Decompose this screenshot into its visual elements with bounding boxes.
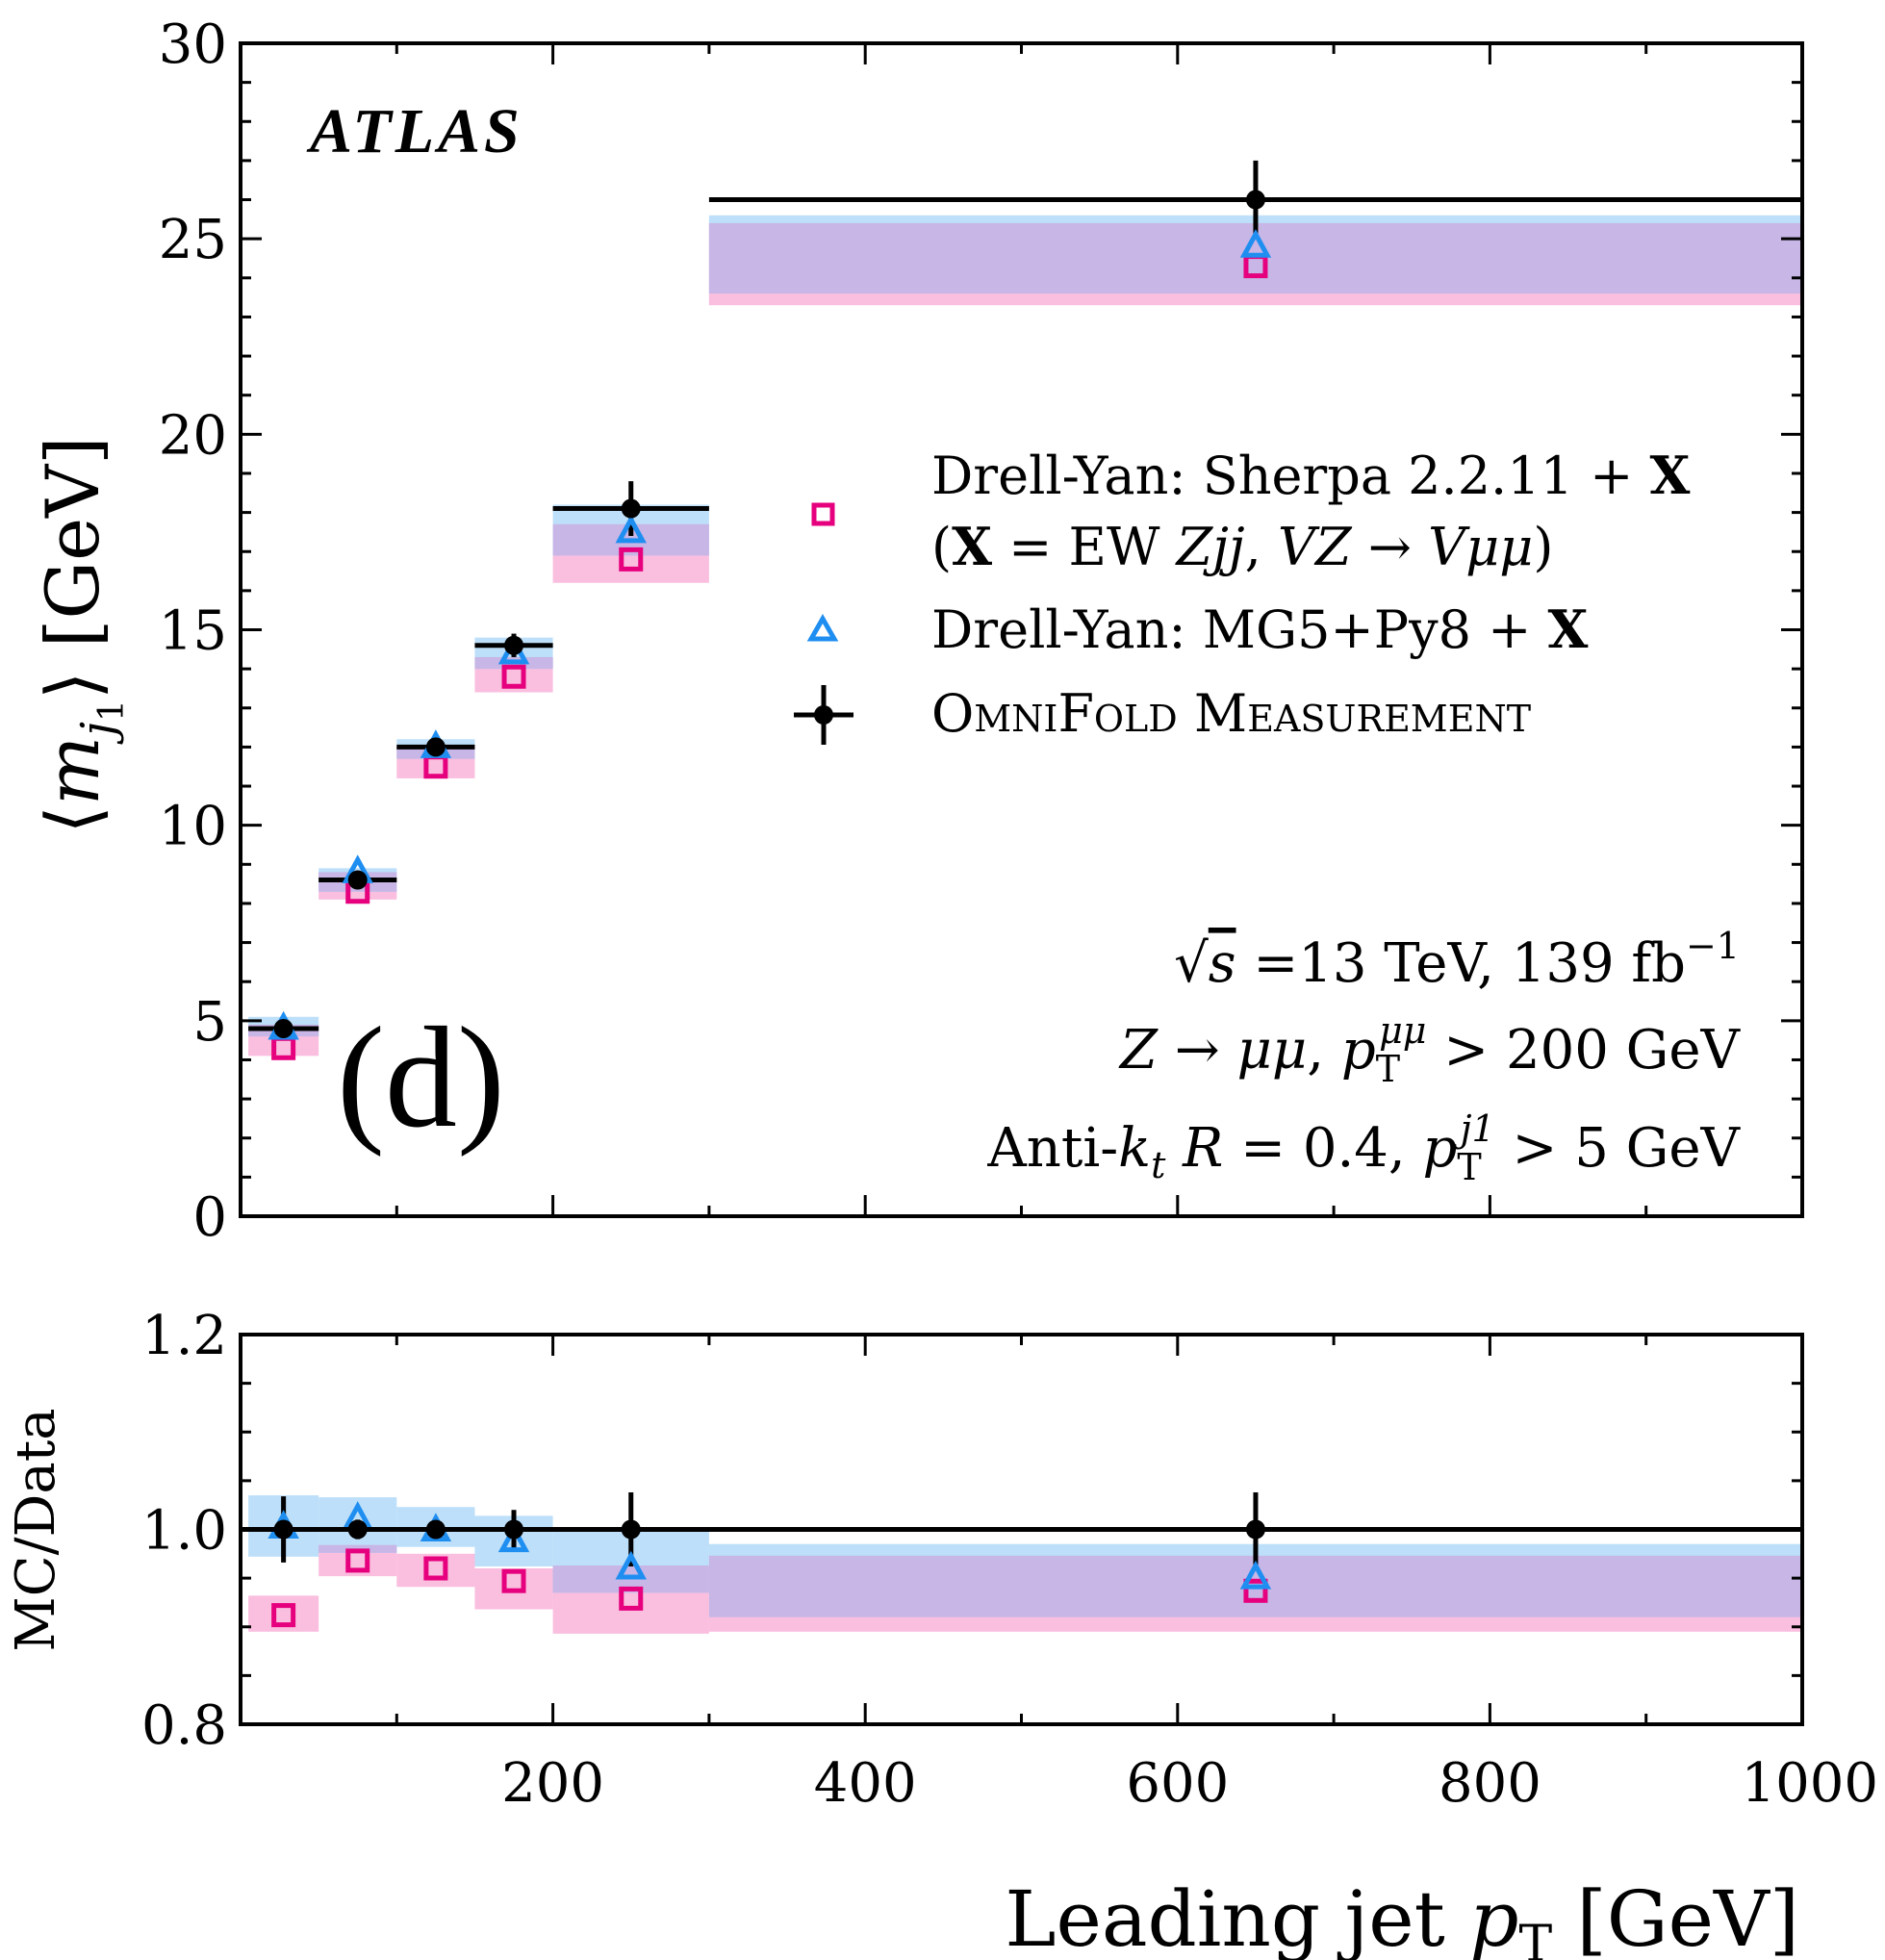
legend-entry-sherpa: Drell-Yan: Sherpa 2.2.11 + X bbox=[931, 445, 1691, 506]
main-y-tick-label: 30 bbox=[159, 13, 227, 76]
main-plot-frame bbox=[239, 41, 1804, 1218]
ratio-sherpa-point-1 bbox=[345, 1548, 370, 1573]
main-measurement-point-2 bbox=[425, 737, 446, 757]
main-y-tick-labels: 0 5 10 15 20 25 30 bbox=[159, 13, 227, 1249]
main-sherpa-point-3 bbox=[501, 664, 526, 689]
main-mg5-point-5 bbox=[1239, 229, 1272, 258]
ratio-sherpa-point-4 bbox=[619, 1586, 644, 1611]
main-y-tick-label: 15 bbox=[159, 600, 227, 663]
legend-entry-omnifold: OmniFold Measurement bbox=[931, 683, 1531, 744]
ratio-y-tick-label: 1.2 bbox=[141, 1305, 227, 1367]
main-data-layer bbox=[248, 160, 1802, 1060]
ratio-sherpa-point-5 bbox=[1243, 1578, 1268, 1603]
ratio-sherpa-point-3 bbox=[501, 1568, 526, 1593]
legend: Drell-Yan: Sherpa 2.2.11 + X (X = EW Zjj… bbox=[794, 445, 1691, 745]
main-y-tick-label: 5 bbox=[192, 991, 227, 1054]
legend-entry-sherpa-line2: (X = EW Zjj, VZ → Vμμ) bbox=[931, 516, 1553, 577]
annotation-energy-lumi: √s =13 TeV, 139 fb−1 bbox=[1174, 925, 1740, 995]
x-tick-labels: 200 400 600 800 1000 bbox=[501, 1752, 1878, 1815]
main-y-tick-label: 20 bbox=[159, 404, 227, 467]
legend-circle-marker bbox=[814, 705, 833, 725]
x-axis-label: Leading jet pT [GeV] bbox=[1005, 1874, 1799, 1960]
ratio-y-tick-label: 0.8 bbox=[141, 1694, 227, 1757]
main-measurement-point-3 bbox=[504, 635, 524, 655]
ratio-y-tick-labels: 0.8 1.0 1.2 bbox=[141, 1305, 227, 1757]
main-y-tick-label: 10 bbox=[159, 796, 227, 858]
main-measurement-point-1 bbox=[347, 870, 368, 890]
panel-label: (d) bbox=[337, 998, 505, 1158]
ratio-y-axis-label: MC/Data bbox=[5, 1408, 67, 1651]
x-tick-label: 400 bbox=[814, 1752, 917, 1815]
ratio-mg5-point-5 bbox=[1239, 1560, 1272, 1590]
annotation-selection: Z → μμ, pTμμ > 200 GeV bbox=[1118, 1009, 1742, 1090]
annotations: √s =13 TeV, 139 fb−1 Z → μμ, pTμμ > 200 … bbox=[986, 925, 1741, 1188]
main-mg5-point-4 bbox=[615, 514, 647, 544]
legend-entry-mg5: Drell-Yan: MG5+Py8 + X bbox=[931, 598, 1589, 660]
ratio-mg5-point-3 bbox=[497, 1523, 530, 1553]
ratio-sherpa-point-0 bbox=[271, 1603, 296, 1628]
ratio-mg5-point-4 bbox=[615, 1550, 647, 1580]
atlas-label: ATLAS bbox=[306, 96, 523, 166]
x-tick-label: 600 bbox=[1126, 1752, 1229, 1815]
main-measurement-point-0 bbox=[273, 1018, 293, 1038]
ratio-bands-layer bbox=[248, 1495, 1802, 1634]
main-y-axis-label: ⟨mj1⟩ [GeV] bbox=[30, 436, 132, 833]
main-sherpa-point-4 bbox=[619, 547, 644, 572]
ratio-data-layer bbox=[241, 1492, 1802, 1628]
x-tick-label: 1000 bbox=[1741, 1752, 1878, 1815]
main-y-tick-label: 0 bbox=[192, 1186, 227, 1249]
x-tick-label: 200 bbox=[501, 1752, 604, 1815]
legend-square-marker bbox=[811, 502, 835, 526]
main-measurement-point-4 bbox=[621, 498, 641, 519]
ratio-y-tick-label: 1.0 bbox=[141, 1500, 227, 1563]
main-measurement-point-5 bbox=[1245, 190, 1265, 210]
ratio-plot-frame bbox=[239, 1333, 1804, 1726]
ratio-sherpa-point-2 bbox=[423, 1556, 448, 1581]
main-y-tick-label: 25 bbox=[159, 209, 227, 271]
x-tick-label: 800 bbox=[1439, 1752, 1541, 1815]
legend-triangle-marker bbox=[806, 613, 839, 642]
annotation-jet-definition: Anti-kt R = 0.4, pTj1 > 5 GeV bbox=[986, 1107, 1741, 1188]
